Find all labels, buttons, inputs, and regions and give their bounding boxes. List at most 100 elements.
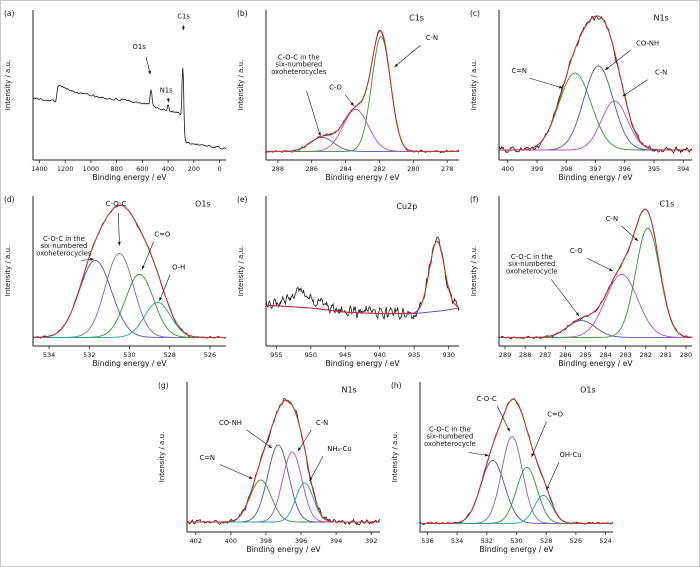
x-tick-label: 402: [189, 537, 201, 545]
x-tick-label: 280: [407, 165, 419, 173]
x-tick-label: 1400: [31, 165, 48, 173]
raw-spectrum-curve: [419, 398, 613, 525]
annotation-arrowhead: [394, 63, 398, 67]
annotation-arrowhead: [609, 268, 613, 271]
annotation-arrowhead: [545, 486, 549, 490]
annotation-arrowhead: [159, 297, 163, 301]
peak-label: C-O-C: [476, 395, 496, 403]
panel-tag: (c): [470, 9, 480, 18]
peak-label: OH-Cu: [559, 451, 581, 459]
x-tick-label: 282: [640, 351, 652, 359]
x-tick-label: 397: [589, 165, 601, 173]
peak-label: O1s: [195, 200, 211, 209]
peak-label: N1s: [160, 87, 173, 95]
panel-tag: (h): [391, 381, 402, 390]
annotation-arrow: [246, 429, 272, 449]
x-tick-label: 284: [339, 165, 351, 173]
x-tick-label: 530: [510, 537, 522, 545]
x-tick-label: 284: [599, 351, 611, 359]
x-tick-label: 528: [539, 537, 551, 545]
x-tick-label: 532: [480, 537, 492, 545]
annotation-arrow: [530, 421, 547, 458]
x-tick-label: 286: [559, 351, 571, 359]
x-tick-label: 940: [374, 351, 386, 359]
peak-label: N1s: [653, 14, 668, 23]
component-curve: [186, 444, 380, 523]
chart-a-survey: 1400 1200 1000 800 600 400 200 0 Binding energy …: [4, 9, 227, 182]
annotation-arrow: [621, 225, 639, 242]
panel-d: 534 532 530 528 526 Binding energy / eV Intens…: [1, 190, 234, 376]
annotation-arrow: [604, 50, 631, 71]
chart-d-o1s: 534 532 530 528 526 Binding energy / eV Intens…: [4, 195, 227, 368]
component-curve: [266, 136, 459, 152]
peak-label: C-O: [329, 84, 342, 92]
annotation-arrow: [394, 45, 421, 68]
y-axis-label: Intensity / a.u.: [237, 246, 245, 296]
annotation-arrow: [219, 464, 253, 480]
peak-label: N1s: [341, 386, 356, 395]
annotation-arrow: [159, 274, 171, 302]
x-axis-label: Binding energy / eV: [93, 359, 168, 368]
annotation-arrowhead: [166, 98, 170, 103]
x-tick-label: 530: [123, 351, 135, 359]
peak-label: C-N: [655, 69, 667, 77]
panel-c: 400 399 398 397 396 395 394 Binding energy / eV…: [467, 4, 700, 190]
x-tick-label: 283: [619, 351, 631, 359]
annotation-arrowhead: [531, 453, 534, 457]
raw-spectrum-curve: [186, 398, 380, 526]
x-tick-label: 200: [188, 165, 200, 173]
panel-tag: (a): [4, 9, 15, 18]
x-tick-label: 534: [43, 351, 55, 359]
chart-g-n1s: 402 400 398 396 394 392 Binding energy / eV Int…: [158, 381, 380, 554]
peak-label: C-O: [570, 247, 583, 255]
x-tick-label: 536: [421, 537, 433, 545]
y-axis-label: Intensity / a.u.: [470, 246, 478, 296]
x-axis-label: Binding energy / eV: [479, 545, 554, 554]
fit-sum-curve: [186, 399, 380, 523]
component-curve: [419, 459, 613, 524]
panel-f: 289 288 287 286 285 284 283 282 281 280 Binding en…: [467, 190, 700, 376]
raw-spectrum-curve: [32, 67, 227, 150]
panel-a: 1400 1200 1000 800 600 400 200 0 Binding energy …: [1, 4, 234, 190]
peak-label: C-O-C in the six-numbered oxoheterocycles: [271, 54, 327, 76]
x-tick-label: 600: [136, 165, 148, 173]
component-curve: [33, 252, 226, 338]
peak-label: C-O-C in the six-numbered oxoheterocycle: [424, 426, 476, 448]
panel-tag: (d): [4, 195, 15, 204]
x-tick-label: 288: [519, 351, 531, 359]
peak-label: NH₂-Cu: [327, 445, 351, 453]
annotation-arrow: [550, 279, 580, 317]
annotation-arrow: [118, 213, 120, 246]
annotation-arrowhead: [90, 257, 94, 261]
x-tick-label: 394: [329, 537, 341, 545]
chart-c-n1s: 400 399 398 397 396 395 394 Binding energy / eV…: [470, 9, 693, 182]
annotation-arrow: [496, 405, 510, 432]
annotation-arrowhead: [142, 265, 145, 270]
peak-label: C=N: [199, 454, 215, 462]
component-curve: [419, 436, 613, 524]
component-curve: [499, 72, 692, 151]
annotation-arrowhead: [575, 312, 580, 316]
x-tick-label: 392: [365, 537, 377, 545]
x-tick-label: 395: [648, 165, 660, 173]
x-tick-label: 282: [373, 165, 385, 173]
fit-sum-curve: [499, 208, 693, 338]
peak-label: O1s: [133, 43, 147, 51]
x-tick-label: 288: [272, 165, 284, 173]
x-axis-label: Binding energy / eV: [326, 359, 401, 368]
fit-sum-curve: [266, 240, 460, 315]
annotation-arrow: [622, 79, 648, 97]
x-tick-label: 396: [294, 537, 306, 545]
panel-e: 955 950 945 940 935 930 Binding energy / eV Int…: [234, 190, 467, 376]
y-axis-label: Intensity / a.u.: [158, 432, 166, 482]
annotation-arrowhead: [148, 70, 151, 75]
panel-tag: (e): [237, 195, 248, 204]
fit-sum-curve: [499, 15, 692, 151]
x-tick-label: 1000: [83, 165, 100, 173]
component-curve: [186, 482, 380, 523]
y-axis-label: Intensity / a.u.: [4, 60, 12, 110]
annotation-arrowhead: [634, 237, 638, 241]
x-tick-label: 400: [162, 165, 174, 173]
x-tick-label: 528: [163, 351, 175, 359]
component-curve: [33, 301, 226, 338]
